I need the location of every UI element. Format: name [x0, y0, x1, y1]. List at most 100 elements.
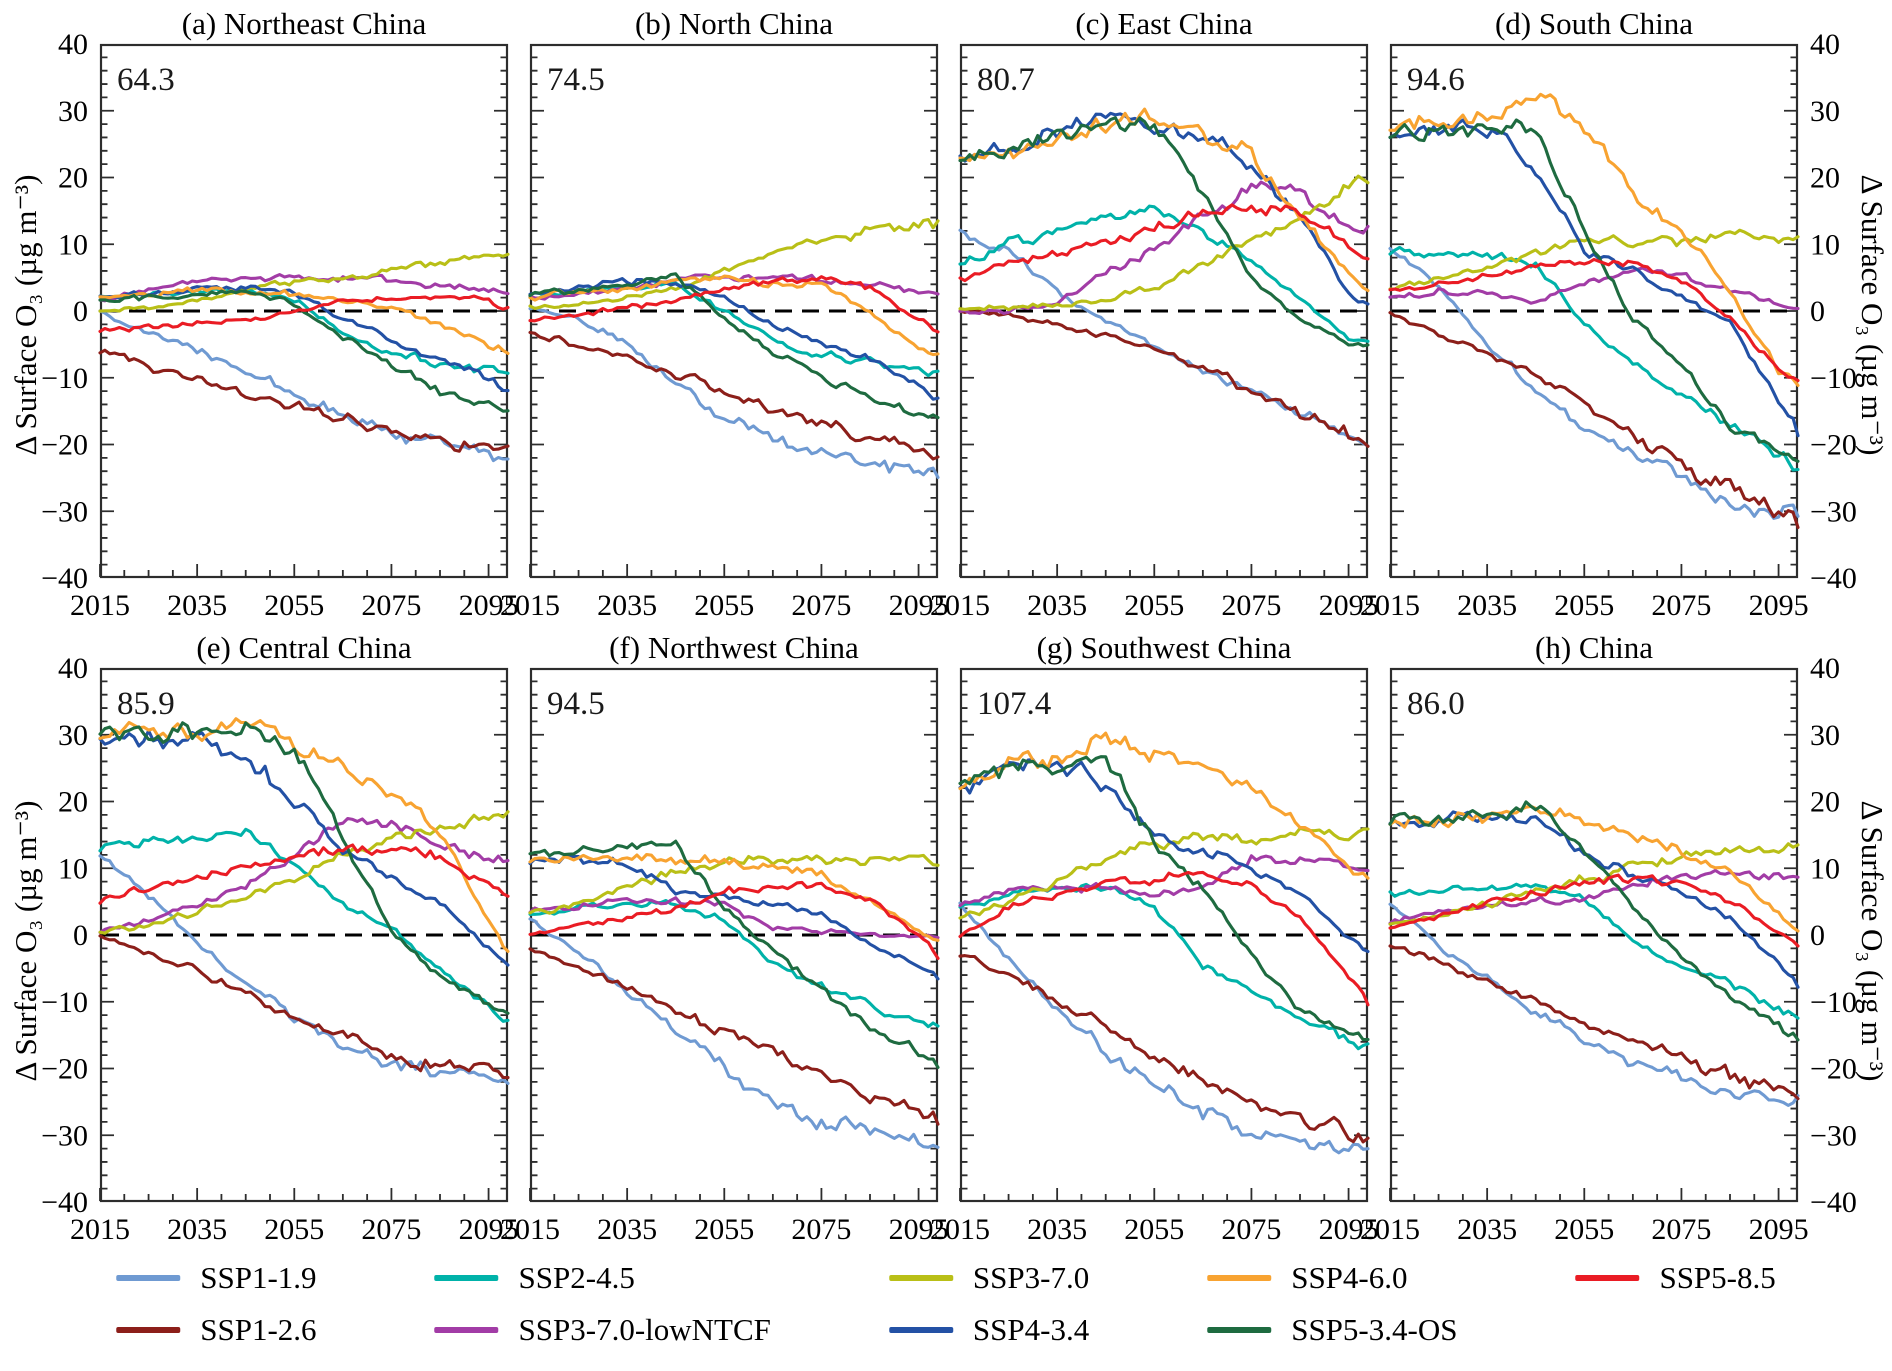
series-line-SSP5-8.5 — [958, 203, 1370, 283]
legend-label: SSP1-2.6 — [200, 1312, 317, 1347]
y-tick-label: −10 — [41, 362, 88, 395]
panel-plot: 107.4 2015 2035 2055 2075 2095 — [930, 667, 1379, 1246]
axis-ticks — [959, 56, 1367, 577]
y-tick-label: 20 — [58, 162, 88, 195]
panel-grid: (a) Northeast China 64.3 2015 2035 2055 2075… — [41, 4, 1857, 1246]
y-tick-label: 20 — [1810, 786, 1840, 819]
chart-panel-f: (f) Northwest China 94.5 2015 2035 2055 2075… — [500, 628, 949, 1246]
series-line-SSP4-6.0 — [958, 107, 1370, 293]
y-tick-label: −30 — [1810, 495, 1857, 528]
series-line-SSP4-3.4 — [958, 758, 1370, 954]
series-line-SSP5-8.5 — [98, 294, 510, 333]
panel-annotation: 74.5 — [547, 62, 605, 98]
series-line-SSP5-3.4-OS — [98, 721, 510, 1015]
y-axis-label-left-bottom: Δ Surface O₃ (µg m⁻³) — [8, 800, 43, 1082]
x-tick-label: 2095 — [459, 589, 519, 622]
y-tick-label: 30 — [1810, 719, 1840, 752]
x-tick-label: 2075 — [361, 1213, 421, 1246]
panel-annotation: 64.3 — [117, 62, 175, 98]
y-tick-label: 0 — [1810, 919, 1825, 952]
y-tick-label: −20 — [41, 429, 88, 462]
x-tick-label: 2035 — [167, 589, 227, 622]
x-tick-label: 2015 — [500, 1213, 560, 1246]
x-tick-label: 2035 — [1027, 1213, 1087, 1246]
legend-item-SSP5-8.5: SSP5-8.5 — [1575, 1260, 1776, 1296]
panel-plot: 86.0 2015 2035 2055 2075 2095 40 30 20 10 0 −10 −20 −… — [1360, 652, 1857, 1246]
series-line-SSP2-4.5 — [98, 827, 510, 1023]
legend-item-SSP1-1.9: SSP1-1.9 — [116, 1260, 317, 1296]
y-tick-label: −20 — [1810, 429, 1857, 462]
y-tick-label: −20 — [41, 1053, 88, 1086]
x-tick-label: 2095 — [1749, 589, 1809, 622]
panel-title: (c) East China — [1075, 6, 1253, 41]
panel-plot: 64.3 2015 2035 2055 2075 2095 40 30 20 10 0 −10 −20 −… — [41, 28, 518, 622]
series-line-SSP5-8.5 — [1388, 873, 1800, 948]
y-tick-label: 40 — [58, 652, 88, 685]
panel-title: (a) Northeast China — [181, 6, 427, 41]
legend-label: SSP4-6.0 — [1291, 1260, 1408, 1295]
series-line-SSP3-7.0 — [98, 252, 510, 313]
legend-line-swatch — [116, 1327, 181, 1333]
series-line-SSP2-4.5 — [1388, 882, 1800, 1020]
x-tick-label: 2075 — [361, 589, 421, 622]
series-line-SSP1-1.9 — [958, 901, 1370, 1155]
axis-ticks — [529, 56, 937, 577]
y-tick-label: 30 — [58, 719, 88, 752]
x-tick-label: 2095 — [889, 1213, 949, 1246]
panel-annotation: 85.9 — [117, 686, 175, 722]
x-tick-label: 2095 — [1319, 1213, 1379, 1246]
y-tick-label: 40 — [1810, 652, 1840, 685]
x-tick-label: 2075 — [791, 589, 851, 622]
x-tick-label: 2055 — [264, 1213, 324, 1246]
y-tick-label: 40 — [58, 28, 88, 61]
series-line-SSP5-8.5 — [98, 843, 510, 905]
x-tick-label: 2015 — [930, 589, 990, 622]
series-line-SSP1-2.6 — [1388, 944, 1800, 1101]
y-tick-label: 30 — [58, 95, 88, 128]
series-line-SSP5-8.5 — [958, 870, 1370, 1007]
series-line-SSP4-6.0 — [98, 286, 510, 355]
series-line-SSP1-2.6 — [98, 348, 510, 453]
y-tick-label: 30 — [1810, 95, 1840, 128]
legend-label: SSP2-4.5 — [518, 1260, 635, 1295]
panel-plot: 85.9 2015 2035 2055 2075 2095 40 30 20 10 0 −10 −20 −… — [41, 652, 518, 1246]
panel-plot: 74.5 2015 2035 2055 2075 2095 — [500, 43, 949, 622]
y-tick-label: −30 — [41, 1119, 88, 1152]
panel-annotation: 107.4 — [977, 686, 1051, 722]
x-tick-label: 2015 — [930, 1213, 990, 1246]
x-tick-label: 2015 — [1360, 589, 1420, 622]
x-tick-label: 2035 — [597, 1213, 657, 1246]
series-line-SSP5-3.4-OS — [528, 839, 940, 1069]
legend-item-SSP3-7.0-lowNTCF: SSP3-7.0-lowNTCF — [434, 1312, 771, 1348]
legend-item-SSP4-3.4: SSP4-3.4 — [888, 1312, 1089, 1348]
chart-panel-b: (b) North China 74.5 2015 2035 2055 2075 2095 — [500, 4, 949, 622]
series-line-SSP1-2.6 — [958, 309, 1370, 448]
x-tick-label: 2095 — [1319, 589, 1379, 622]
panel-annotation: 86.0 — [1407, 686, 1465, 722]
y-tick-label: 10 — [58, 228, 88, 261]
legend-label: SSP1-1.9 — [200, 1260, 317, 1295]
x-tick-label: 2055 — [1124, 589, 1184, 622]
series-line-SSP4-6.0 — [958, 731, 1370, 880]
x-tick-label: 2035 — [1457, 1213, 1517, 1246]
x-tick-label: 2055 — [1124, 1213, 1184, 1246]
panel-annotation: 94.5 — [547, 686, 605, 722]
series-line-SSP4-6.0 — [1388, 92, 1800, 387]
x-tick-label: 2075 — [1221, 1213, 1281, 1246]
chart-panel-h: (h) China 86.0 2015 2035 2055 2075 2095 40 30 20… — [1360, 628, 1857, 1246]
y-axis-label-left-top: Δ Surface O₃ (µg m⁻³) — [8, 174, 43, 456]
series-line-SSP3-7.0-lowNTCF — [528, 896, 940, 940]
y-tick-label: 0 — [73, 295, 88, 328]
panel-plot: 94.6 2015 2035 2055 2075 2095 40 30 20 10 0 −10 −20 −… — [1360, 28, 1857, 622]
legend-item-SSP4-6.0: SSP4-6.0 — [1207, 1260, 1457, 1296]
legend-line-swatch — [116, 1275, 181, 1281]
legend-label: SSP5-8.5 — [1659, 1260, 1776, 1295]
series-line-SSP4-3.4 — [528, 854, 940, 981]
series-line-SSP4-3.4 — [1388, 118, 1800, 438]
series-line-SSP1-1.9 — [1388, 246, 1800, 520]
legend-line-swatch — [888, 1275, 953, 1281]
x-tick-label: 2015 — [1360, 1213, 1420, 1246]
series-line-SSP1-2.6 — [958, 954, 1370, 1144]
x-tick-label: 2015 — [70, 589, 130, 622]
